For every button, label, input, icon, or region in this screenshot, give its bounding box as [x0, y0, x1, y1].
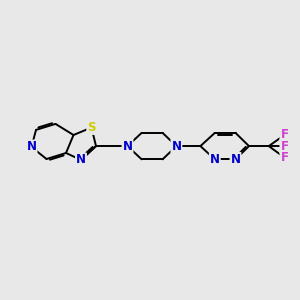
- Text: F: F: [280, 128, 288, 142]
- Text: N: N: [230, 153, 241, 166]
- Text: N: N: [210, 153, 220, 166]
- Text: N: N: [26, 140, 37, 154]
- Text: F: F: [280, 140, 288, 153]
- Text: N: N: [76, 153, 86, 167]
- Text: S: S: [87, 121, 96, 134]
- Text: N: N: [122, 140, 133, 153]
- Text: F: F: [280, 151, 288, 164]
- Text: N: N: [171, 140, 182, 153]
